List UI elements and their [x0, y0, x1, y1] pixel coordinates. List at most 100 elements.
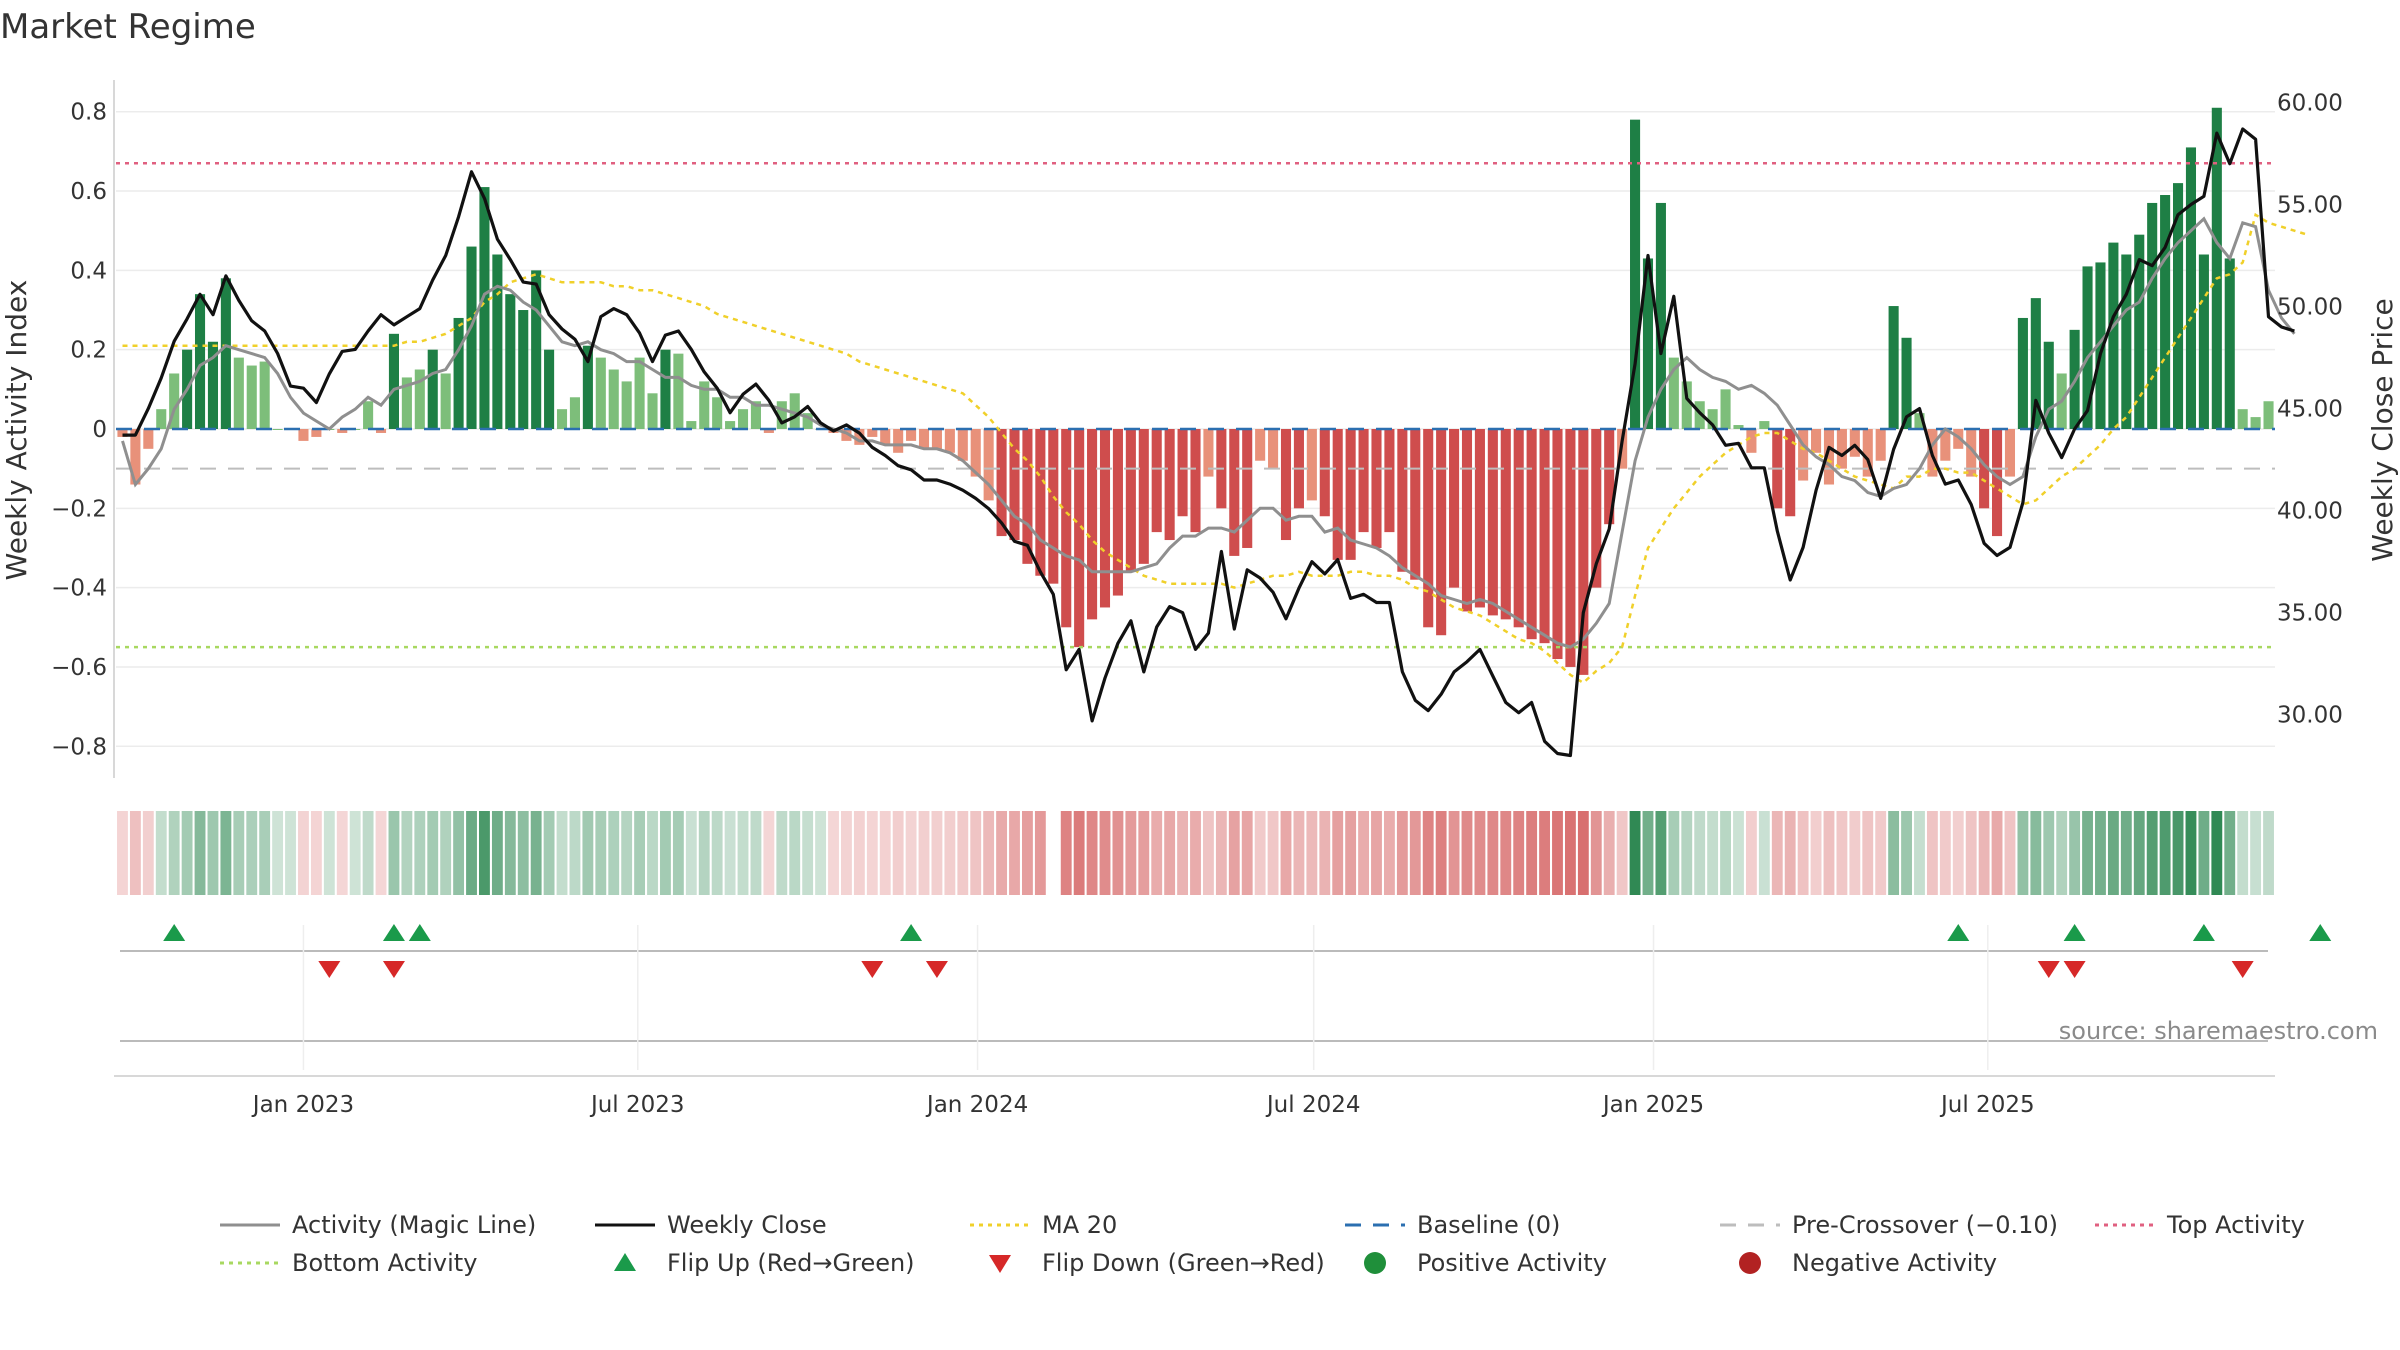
- regime-strip-cell: [828, 811, 839, 895]
- legend-label-baseline-0: Baseline (0): [1417, 1211, 1560, 1239]
- regime-strip-cell: [1552, 811, 1563, 895]
- regime-strip-cell: [1539, 811, 1550, 895]
- regime-strip-cell: [957, 811, 969, 895]
- activity-bar: [1953, 429, 1964, 449]
- regime-strip-cell: [272, 811, 284, 895]
- regime-strip-cell: [556, 811, 568, 895]
- legend-label-ma-20: MA 20: [1042, 1211, 1117, 1239]
- regime-strip-cell: [1448, 811, 1460, 895]
- regime-strip-cell: [129, 811, 141, 895]
- activity-bar: [1966, 429, 1977, 477]
- activity-bar: [944, 429, 955, 453]
- activity-bar: [1642, 258, 1654, 429]
- activity-bar: [298, 429, 309, 441]
- activity-bar: [1384, 429, 1395, 533]
- activity-bar: [117, 429, 128, 437]
- activity-bar: [970, 429, 981, 477]
- activity-bar: [906, 429, 917, 441]
- activity-bar: [492, 254, 503, 429]
- activity-bar: [2004, 429, 2016, 477]
- activity-bar: [931, 429, 942, 449]
- y-tick-label: −0.6: [51, 655, 107, 681]
- legend-label-flip-down-green-red: Flip Down (Green→Red): [1042, 1249, 1325, 1277]
- y-tick-label: 0.2: [70, 338, 107, 364]
- activity-bar: [1410, 429, 1421, 580]
- flip-markers-panel: [120, 924, 2332, 978]
- activity-bar: [1888, 306, 1899, 429]
- activity-bar: [893, 429, 904, 453]
- activity-bar: [569, 397, 580, 429]
- regime-strip-cell: [879, 811, 891, 895]
- regime-strip-cell: [1784, 811, 1796, 895]
- activity-bar: [2030, 298, 2041, 429]
- activity-bar: [1358, 429, 1369, 533]
- regime-strip-cell: [1396, 811, 1408, 895]
- regime-strip-cell: [233, 811, 245, 895]
- y2-tick-label: 35.00: [2277, 601, 2343, 627]
- activity-bar: [388, 333, 399, 429]
- regime-strip-cell: [414, 811, 426, 895]
- activity-bar: [259, 361, 270, 429]
- activity-bar: [673, 353, 684, 429]
- regime-strip-cell: [1409, 811, 1421, 895]
- regime-strip-cell: [2198, 811, 2210, 895]
- regime-strip: [117, 811, 2274, 895]
- activity-bar: [143, 429, 154, 449]
- activity-bar: [854, 429, 865, 445]
- regime-strip-cell: [1862, 811, 1874, 895]
- activity-bar: [1125, 429, 1136, 572]
- regime-strip-cell: [1797, 811, 1809, 895]
- regime-strip-cell: [582, 811, 594, 895]
- regime-strip-cell: [2250, 811, 2262, 895]
- activity-bar: [440, 373, 451, 429]
- activity-bar: [1242, 429, 1253, 548]
- source-note: source: sharemaestro.com: [2059, 1017, 2378, 1045]
- regime-strip-cell: [1474, 811, 1486, 895]
- regime-strip-cell: [1564, 811, 1576, 895]
- activity-bar: [595, 357, 606, 429]
- regime-strip-cell: [2056, 811, 2068, 895]
- flip-up-marker: [2309, 924, 2332, 941]
- activity-bar: [220, 278, 231, 429]
- activity-bar: [1268, 429, 1279, 469]
- regime-strip-cell: [1371, 811, 1382, 895]
- x-tick-label: Jan 2025: [1601, 1092, 1704, 1118]
- y2-tick-label: 55.00: [2277, 192, 2343, 218]
- activity-bar: [1992, 429, 2003, 537]
- activity-bar: [2134, 234, 2145, 429]
- regime-strip-cell: [1849, 811, 1861, 895]
- regime-strip-cell: [892, 811, 904, 895]
- regime-strip-cell: [1202, 811, 1214, 895]
- regime-strip-cell: [1952, 811, 1964, 895]
- activity-bar: [996, 429, 1007, 537]
- regime-strip-cell: [1965, 811, 1977, 895]
- regime-strip-cell: [388, 811, 400, 895]
- activity-bar: [2095, 262, 2106, 429]
- regime-strip-cell: [2159, 811, 2171, 895]
- regime-strip-cell: [1073, 811, 1085, 895]
- activity-bar: [1061, 429, 1072, 628]
- activity-bar: [712, 397, 723, 429]
- regime-strip-cell: [1164, 811, 1176, 895]
- regime-strip-cell: [1668, 811, 1680, 895]
- legend-label-activity-magic-line: Activity (Magic Line): [292, 1211, 536, 1239]
- activity-bar: [1526, 429, 1537, 640]
- regime-strip-cell: [1099, 811, 1111, 895]
- activity-bar: [1487, 429, 1498, 616]
- regime-strip-cell: [1720, 811, 1731, 895]
- activity-bar: [1138, 429, 1149, 564]
- activity-bar: [518, 310, 529, 429]
- regime-strip-cell: [1034, 811, 1046, 895]
- activity-bar: [699, 381, 710, 429]
- legend-label-flip-up-red-green: Flip Up (Red→Green): [667, 1249, 915, 1277]
- activity-bar: [1461, 429, 1473, 612]
- reference-lines: [116, 162, 2275, 649]
- regime-strip-cell: [2224, 811, 2236, 895]
- regime-strip-cell: [2017, 811, 2029, 895]
- regime-strip-cell: [918, 811, 930, 895]
- regime-strip-cell: [1629, 811, 1641, 895]
- flip-up-marker: [408, 924, 431, 941]
- regime-strip-cell: [634, 811, 646, 895]
- flip-up-marker: [900, 924, 923, 941]
- regime-strip-cell: [1616, 811, 1628, 895]
